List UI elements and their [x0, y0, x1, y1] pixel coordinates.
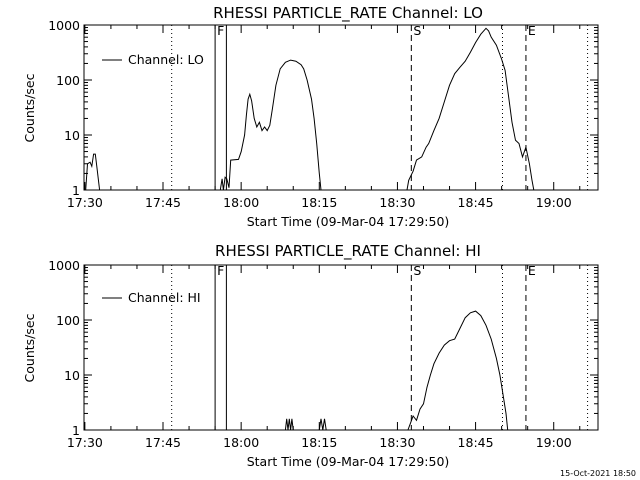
- x-tick-label-lo: 18:45: [458, 195, 494, 210]
- x-tick-label-lo: 18:15: [301, 195, 337, 210]
- y-tick-label-lo: 1: [72, 183, 80, 198]
- legend-label-lo: Channel: LO: [128, 52, 204, 67]
- chart-title-lo: RHESSI PARTICLE_RATE Channel: LO: [213, 4, 483, 23]
- x-tick-label-lo: 17:45: [145, 195, 181, 210]
- y-tick-label-hi: 1: [72, 423, 80, 438]
- x-tick-label-hi: 19:00: [536, 435, 572, 450]
- x-tick-label-hi: 18:15: [301, 435, 337, 450]
- marker-label-lo: E: [528, 23, 536, 38]
- series-line-lo: [219, 59, 322, 191]
- marker-label-lo: S: [413, 23, 421, 38]
- plot-frame-lo: [83, 24, 599, 191]
- x-tick-label-hi: 17:30: [67, 435, 103, 450]
- plot-layer: 1 10 100 1000 17:30 17:45 18:00 18:15 18:30 18:45…: [48, 18, 599, 450]
- y-tick-label-hi: 100: [56, 313, 80, 328]
- y-tick-label-lo: 10: [64, 128, 80, 143]
- x-tick-label-lo: 17:30: [67, 195, 103, 210]
- y-tick-label-lo: 100: [56, 73, 80, 88]
- footer-timestamp: 15-Oct-2021 18:50: [560, 469, 636, 478]
- series-line-lo: [406, 27, 535, 191]
- x-tick-label-lo: 18:00: [223, 195, 259, 210]
- series-line-hi: [407, 310, 509, 431]
- y-tick-label-hi: 1000: [48, 258, 80, 273]
- marker-label-lo: F: [217, 23, 224, 38]
- x-tick-label-lo: 18:30: [379, 195, 415, 210]
- y-tick-label-lo: 1000: [48, 18, 80, 33]
- x-tick-label-hi: 18:30: [379, 435, 415, 450]
- x-axis-label-lo: Start Time (09-Mar-04 17:29:50): [247, 214, 450, 229]
- x-tick-label-lo: 19:00: [536, 195, 572, 210]
- marker-label-hi: E: [528, 263, 536, 278]
- y-axis-label-hi: Counts/sec: [22, 313, 37, 382]
- marker-label-hi: F: [217, 263, 224, 278]
- marker-label-hi: S: [413, 263, 421, 278]
- chart-title-hi: RHESSI PARTICLE_RATE Channel: HI: [215, 242, 481, 261]
- plot-frame-hi: [83, 264, 599, 431]
- y-tick-label-hi: 10: [64, 368, 80, 383]
- x-axis-label-hi: Start Time (09-Mar-04 17:29:50): [247, 454, 450, 469]
- x-tick-label-hi: 18:45: [458, 435, 494, 450]
- series-line-hi: [284, 418, 294, 431]
- x-tick-label-hi: 18:00: [223, 435, 259, 450]
- legend-label-hi: Channel: HI: [128, 290, 201, 305]
- x-tick-label-hi: 17:45: [145, 435, 181, 450]
- series-line-lo: [85, 153, 101, 191]
- y-axis-label-lo: Counts/sec: [22, 73, 37, 142]
- series-line-hi: [318, 418, 327, 431]
